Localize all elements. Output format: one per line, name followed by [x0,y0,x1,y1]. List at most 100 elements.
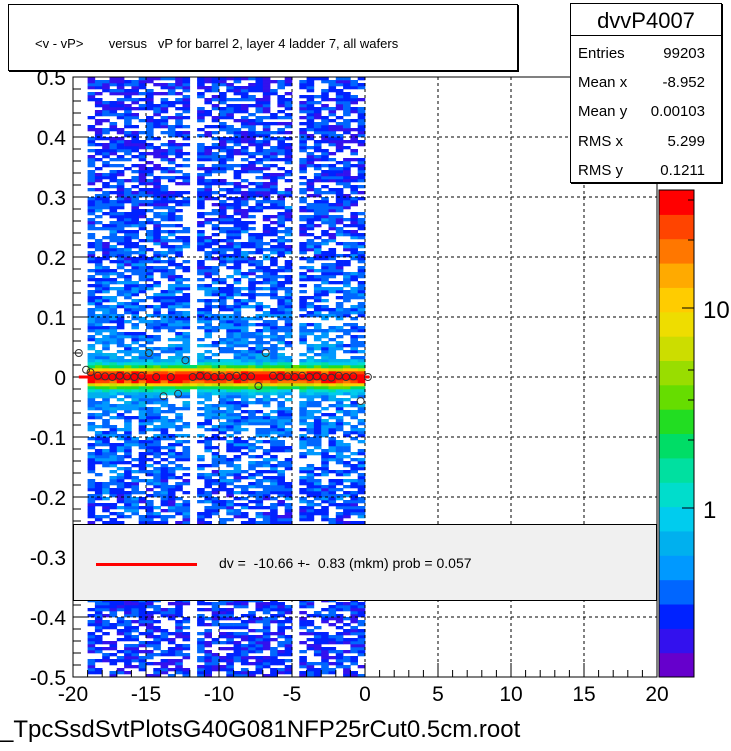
heatmap-cell [240,338,249,342]
heatmap-cell [146,182,154,186]
heatmap-cell [87,383,96,387]
heatmap-cell [357,605,366,609]
heatmap-cell [350,275,358,279]
heatmap-cell [321,395,329,399]
heatmap-cell [153,416,161,420]
heatmap-cell [87,173,96,177]
heatmap-cell [233,440,242,444]
heatmap-cell [270,662,278,666]
heatmap-cell [321,206,329,210]
heatmap-cell [116,239,125,243]
heatmap-cell [240,86,249,90]
heatmap-cell [357,386,366,390]
heatmap-cell [102,224,110,228]
heatmap-cell [328,350,337,354]
heatmap-cell [270,314,278,318]
heatmap-cell [116,368,125,372]
heatmap-cell [160,464,169,468]
heatmap-cell [175,278,183,282]
heatmap-cell [277,482,285,486]
heatmap-cell [277,515,285,519]
heatmap-cell [335,380,344,384]
heatmap-cell [328,488,337,492]
heatmap-cell [335,506,344,510]
heatmap-cell [204,509,212,513]
heatmap-cell [350,317,358,321]
heatmap-cell [167,251,176,255]
heatmap-cell [175,350,183,354]
heatmap-cell [167,311,176,315]
heatmap-cell [109,224,118,228]
heatmap-cell [197,245,205,249]
heatmap-cell [255,86,264,90]
heatmap-cell [277,287,285,291]
heatmap-cell [233,218,242,222]
heatmap-cell [313,440,322,444]
heatmap-cell [116,668,125,672]
heatmap-cell [116,386,125,390]
heatmap-cell [167,116,176,120]
heatmap-cell [321,89,329,93]
heatmap-cell [182,482,191,486]
heatmap-cell [299,482,307,486]
heatmap-cell [153,299,161,303]
heatmap-cell [306,602,315,606]
heatmap-cell [335,161,344,165]
heatmap-cell [87,479,96,483]
heatmap-cell [197,383,205,387]
heatmap-cell [284,431,293,435]
heatmap-cell [240,191,249,195]
heatmap-cell [124,347,132,351]
heatmap-cell [335,296,344,300]
heatmap-cell [240,170,249,174]
heatmap-cell [102,434,110,438]
heatmap-cell [313,395,322,399]
heatmap-cell [335,665,344,669]
heatmap-cell [116,416,125,420]
heatmap-cell [116,485,125,489]
heatmap-cell [321,269,329,273]
heatmap-cell [262,656,271,660]
heatmap-cell [219,611,227,615]
heatmap-cell [211,197,220,201]
heatmap-cell [94,458,103,462]
heatmap-cell [204,188,212,192]
heatmap-cell [182,203,191,207]
heatmap-cell [219,314,227,318]
heatmap-cell [204,344,212,348]
heatmap-cell [277,239,285,243]
heatmap-cell [343,332,351,336]
heatmap-cell [197,134,205,138]
heatmap-cell [175,434,183,438]
heatmap-cell [226,377,234,381]
heatmap-cell [255,80,264,84]
heatmap-cell [262,77,271,81]
heatmap-cell [94,104,103,108]
heatmap-cell [124,131,132,135]
heatmap-cell [350,296,358,300]
heatmap-cell [262,134,271,138]
heatmap-cell [270,521,278,525]
heatmap-cell [240,197,249,201]
heatmap-cell [94,488,103,492]
heatmap-cell [146,239,154,243]
heatmap-cell [153,266,161,270]
heatmap-cell [255,263,264,267]
heatmap-cell [313,635,322,639]
heatmap-cell [240,419,249,423]
heatmap-cell [146,494,154,498]
heatmap-cell [219,347,227,351]
heatmap-cell [240,503,249,507]
heatmap-cell [277,425,285,429]
heatmap-cell [284,263,293,267]
heatmap-cell [197,242,205,246]
heatmap-cell [328,650,337,654]
heatmap-cell [197,659,205,663]
heatmap-cell [248,380,256,384]
heatmap-cell [153,242,161,246]
heatmap-cell [255,260,264,264]
heatmap-cell [153,605,161,609]
heatmap-cell [219,479,227,483]
heatmap-cell [248,299,256,303]
heatmap-cell [343,632,351,636]
